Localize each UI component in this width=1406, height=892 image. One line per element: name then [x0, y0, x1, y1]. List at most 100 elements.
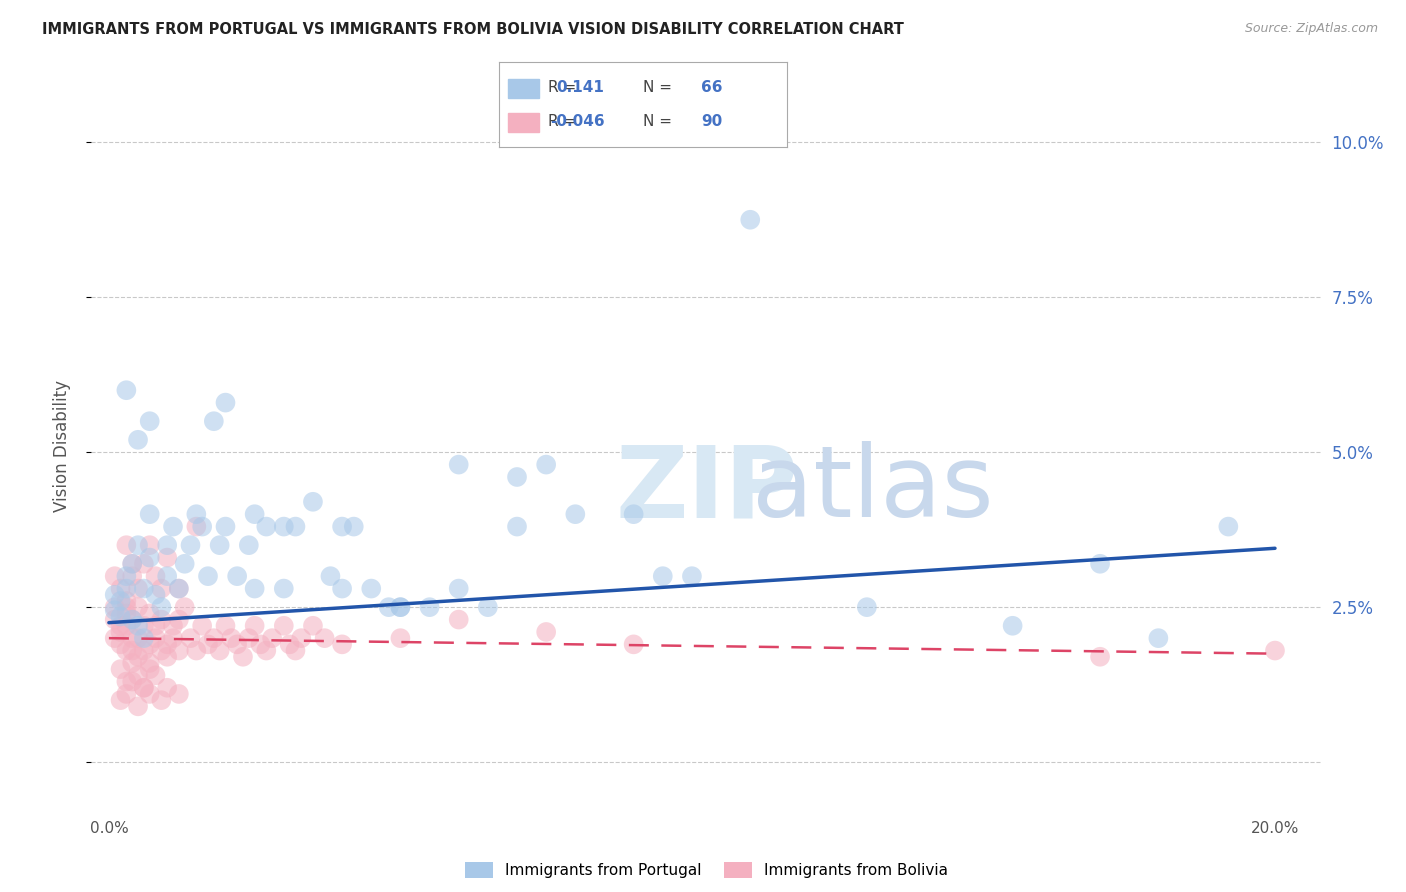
Point	[254, 643, 277, 657]
Bar	[508, 79, 540, 98]
Point	[389, 600, 412, 615]
Point	[115, 619, 138, 633]
Point	[506, 519, 529, 533]
Point	[167, 643, 190, 657]
Point	[221, 631, 243, 645]
Text: IMMIGRANTS FROM PORTUGAL VS IMMIGRANTS FROM BOLIVIA VISION DISABILITY CORRELATIO: IMMIGRANTS FROM PORTUGAL VS IMMIGRANTS F…	[42, 22, 904, 37]
Point	[121, 557, 143, 571]
Point	[856, 600, 879, 615]
Point	[121, 557, 143, 571]
Point	[167, 687, 190, 701]
Point	[284, 519, 307, 533]
Point	[145, 588, 167, 602]
Point	[202, 414, 225, 428]
Point	[681, 569, 703, 583]
Point	[1001, 619, 1024, 633]
Point	[132, 619, 155, 633]
Point	[214, 519, 236, 533]
Point	[249, 637, 271, 651]
Point	[226, 637, 249, 651]
Point	[651, 569, 673, 583]
Point	[1088, 649, 1111, 664]
Point	[115, 600, 138, 615]
Point	[447, 613, 470, 627]
Point	[104, 569, 127, 583]
Point	[138, 607, 160, 621]
Point	[232, 649, 254, 664]
Point	[156, 681, 179, 695]
Point	[623, 507, 645, 521]
Point	[226, 569, 249, 583]
Bar	[508, 113, 540, 132]
Point	[132, 681, 155, 695]
Point	[173, 600, 195, 615]
Point	[121, 569, 143, 583]
Point	[1088, 557, 1111, 571]
Point	[150, 613, 173, 627]
Text: N =: N =	[643, 114, 672, 129]
Point	[534, 458, 557, 472]
Point	[377, 600, 399, 615]
Point	[534, 624, 557, 639]
Point	[389, 600, 412, 615]
Point	[150, 643, 173, 657]
Point	[290, 631, 312, 645]
Point	[138, 538, 160, 552]
Point	[121, 674, 143, 689]
Point	[150, 600, 173, 615]
Point	[167, 582, 190, 596]
Point	[389, 631, 412, 645]
Point	[104, 631, 127, 645]
Point	[145, 569, 167, 583]
Point	[179, 538, 201, 552]
Text: 90: 90	[700, 114, 723, 129]
Point	[115, 538, 138, 552]
Point	[138, 637, 160, 651]
Point	[343, 519, 366, 533]
Point	[138, 550, 160, 565]
Point	[127, 619, 149, 633]
Point	[121, 613, 143, 627]
Point	[447, 458, 470, 472]
Point	[127, 649, 149, 664]
Point	[284, 643, 307, 657]
Text: atlas: atlas	[752, 442, 994, 539]
Point	[115, 594, 138, 608]
Point	[121, 656, 143, 670]
Point	[191, 519, 214, 533]
Point	[214, 395, 236, 409]
Point	[115, 383, 138, 397]
Point	[186, 519, 208, 533]
Point	[110, 609, 132, 624]
Point	[145, 668, 167, 682]
Point	[254, 519, 277, 533]
Point	[156, 550, 179, 565]
Point	[127, 699, 149, 714]
Point	[104, 588, 127, 602]
Point	[186, 643, 208, 657]
Point	[121, 613, 143, 627]
Point	[110, 637, 132, 651]
Point	[110, 619, 132, 633]
Point	[278, 637, 301, 651]
Point	[132, 631, 155, 645]
Point	[208, 538, 231, 552]
Point	[506, 470, 529, 484]
Point	[115, 582, 138, 596]
Text: R =: R =	[548, 114, 576, 129]
Point	[138, 507, 160, 521]
Point	[104, 613, 127, 627]
Point	[132, 582, 155, 596]
Point	[330, 519, 353, 533]
Point	[186, 507, 208, 521]
Point	[1218, 519, 1240, 533]
Point	[273, 619, 295, 633]
Point	[173, 557, 195, 571]
Point	[138, 656, 160, 670]
Point	[564, 507, 586, 521]
Point	[115, 607, 138, 621]
Text: 66: 66	[700, 80, 723, 95]
Point	[162, 519, 184, 533]
Point	[156, 569, 179, 583]
Point	[740, 212, 762, 227]
